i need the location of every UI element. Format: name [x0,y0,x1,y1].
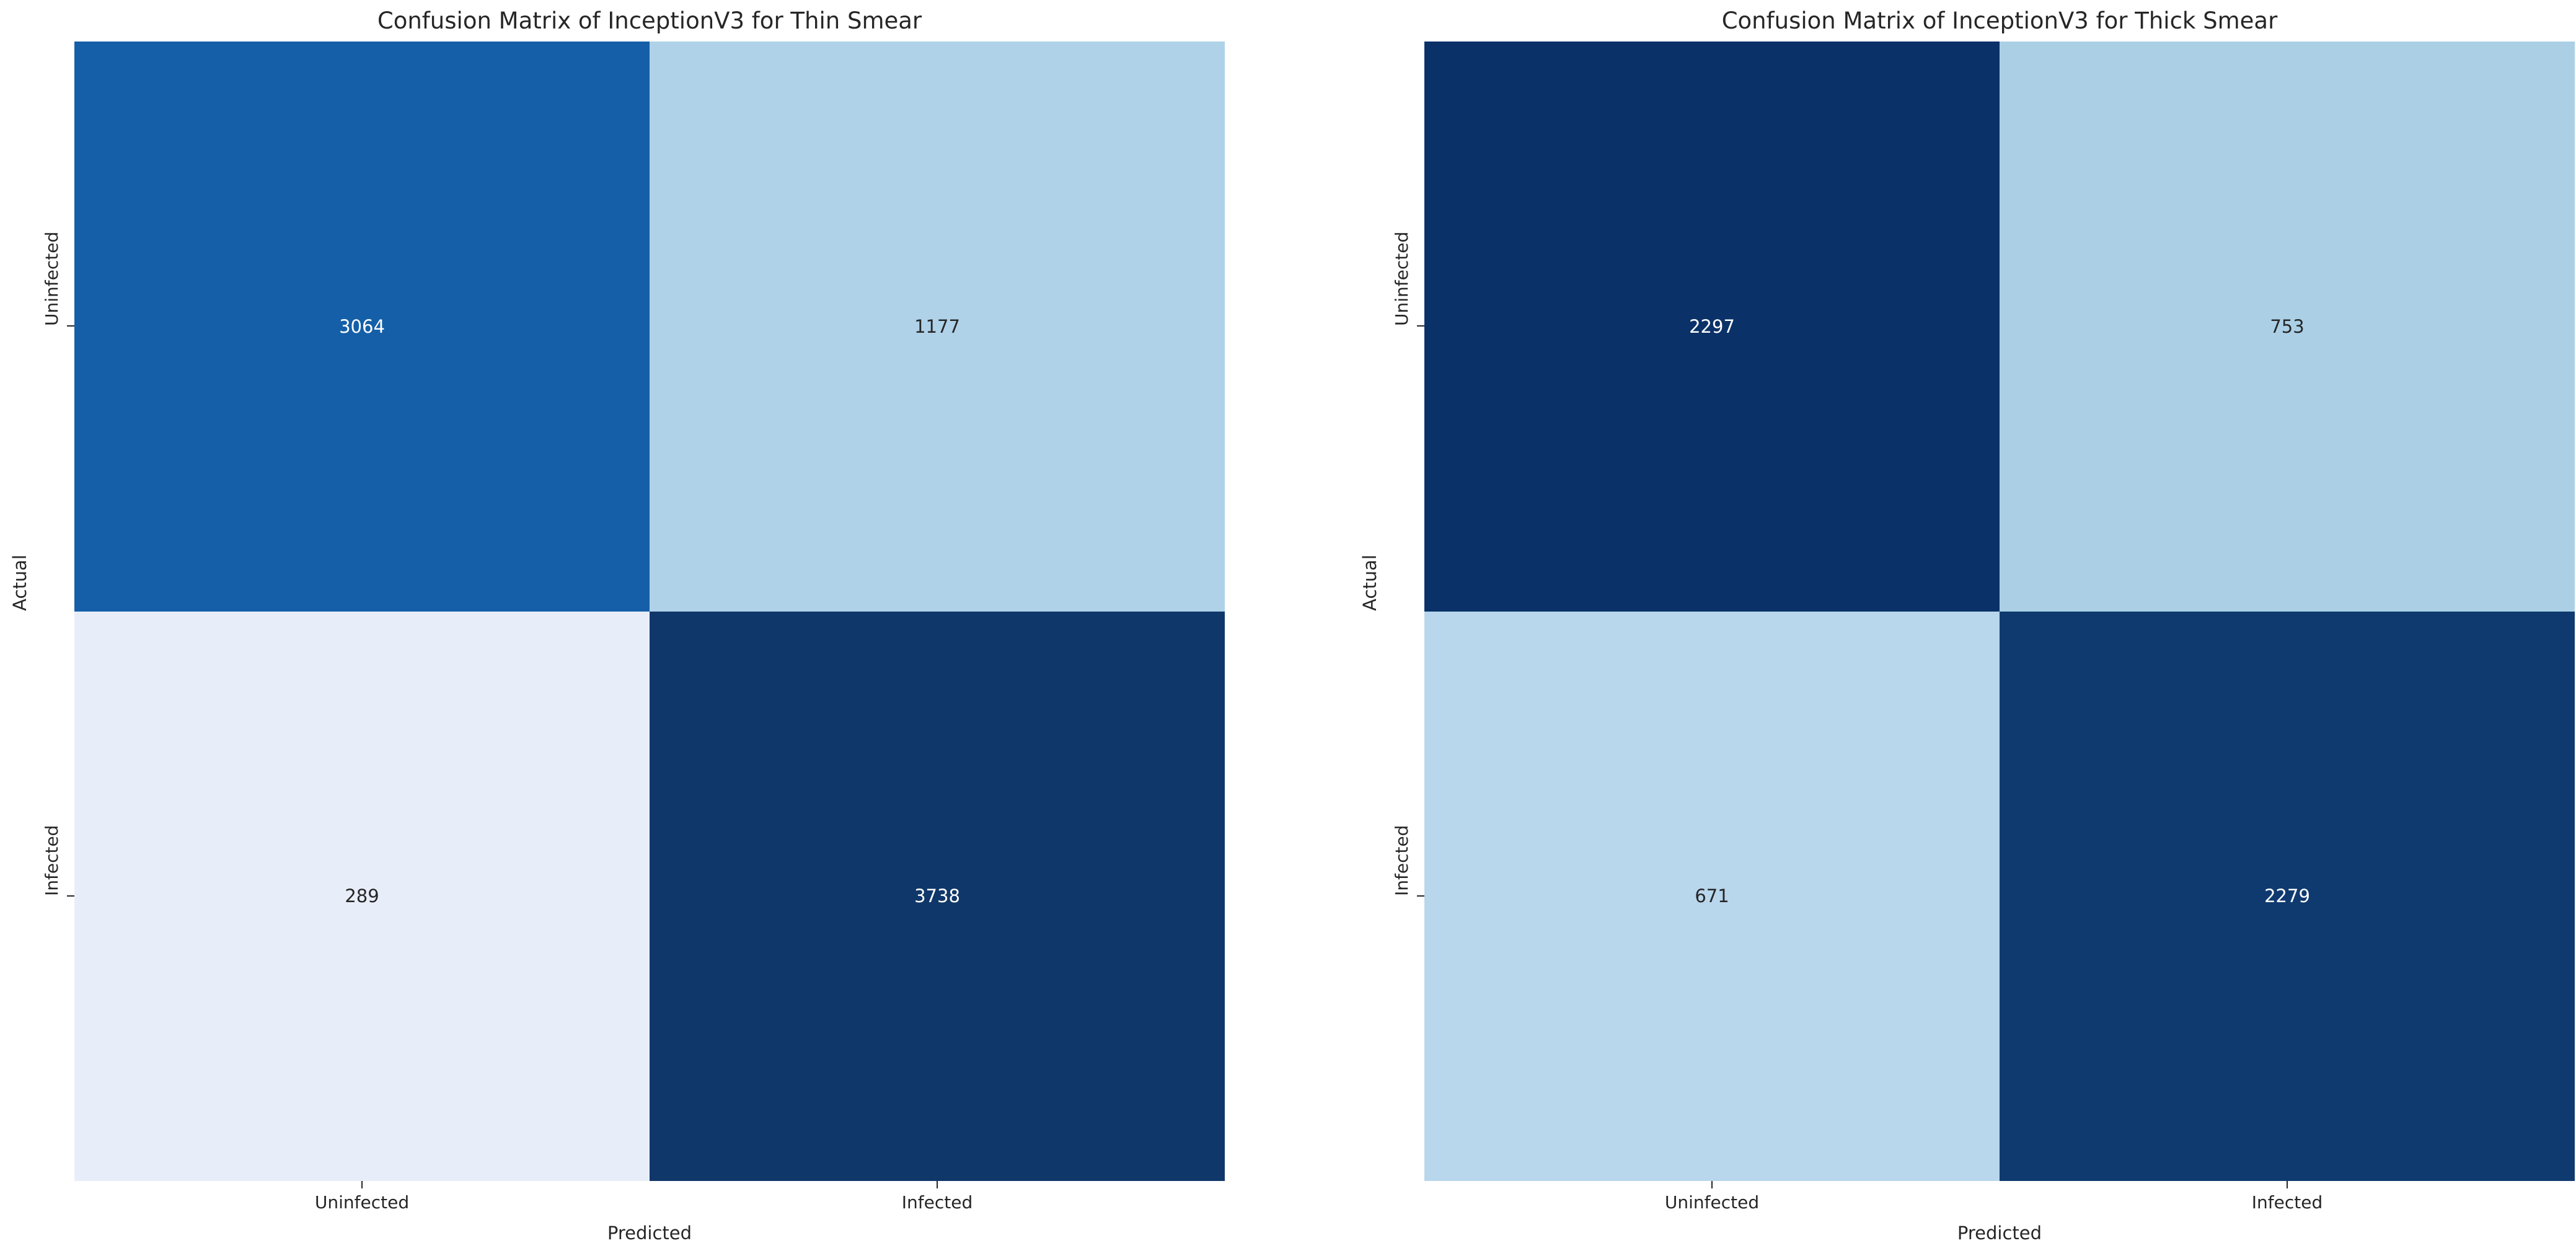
heatmap-cell-r1c0: 289 [74,611,650,1181]
heatmap-cell-r1c0: 671 [1424,611,2000,1181]
heatmap-cell-r0c1: 1177 [650,42,1225,612]
x-tick-label: Infected [2251,1192,2323,1213]
confusion-matrix-thin-smear: Confusion Matrix of InceptionV3 for Thin… [9,7,1225,1244]
heatmap-axes-1: 2297 753 671 2279 [1424,42,2575,1181]
heatmap-cell-r0c0: 2297 [1424,42,2000,612]
x-tick-label: Uninfected [314,1192,410,1213]
y-tick-mark [67,325,74,327]
heatmap-cell-r1c1: 3738 [650,611,1225,1181]
x-tick-mark [2287,1181,2288,1188]
x-tick-mark [361,1181,363,1188]
plot-title: Confusion Matrix of InceptionV3 for Thic… [1721,7,2278,34]
x-tick-mark [937,1181,938,1188]
x-axis-label: Predicted [607,1222,692,1244]
plot-title: Confusion Matrix of InceptionV3 for Thin… [377,7,922,34]
y-tick-mark [1417,895,1424,897]
heatmap-cell-r0c0: 3064 [74,42,650,612]
y-tick-mark [67,895,74,897]
x-tick-label: Uninfected [1664,1192,1760,1213]
confusion-matrix-thick-smear: Confusion Matrix of InceptionV3 for Thic… [1350,0,2576,1251]
heatmap-cell-r1c1: 2279 [2000,611,2575,1181]
x-tick-mark [1711,1181,1713,1188]
y-tick-mark [1417,325,1424,327]
heatmap-axes-0: 3064 1177 289 3738 [74,42,1225,1181]
x-axis-label: Predicted [1957,1222,2042,1244]
heatmap-cell-r0c1: 753 [2000,42,2575,612]
x-tick-label: Infected [901,1192,973,1213]
